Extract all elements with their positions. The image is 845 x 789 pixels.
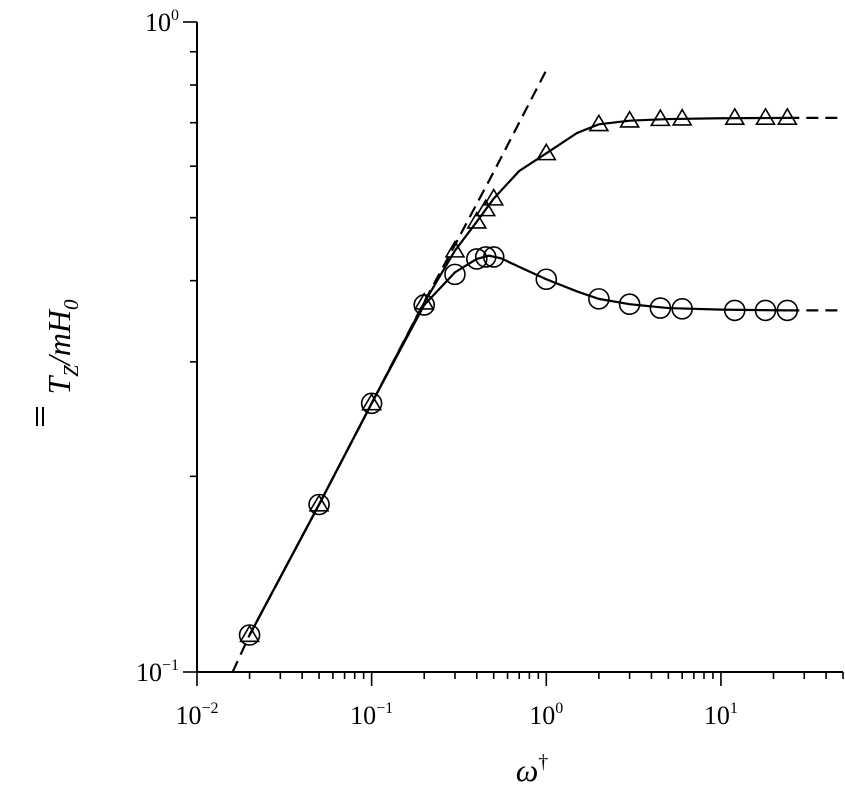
x-axis-title-sup: † [538,751,548,773]
circle-marker [360,392,383,415]
circle-marker [238,624,261,646]
circle-marker [723,299,746,322]
triangle-marker [588,113,610,132]
triangle-marker [755,107,776,125]
axes: 10−2 10−1 100 101 10−1 100 [136,7,844,730]
axis-labels: ω† TZ/mH0 [36,299,549,788]
y-axis-title-rest: /mH [41,308,77,367]
circle-marker [671,298,693,320]
circle-marker [482,246,505,268]
triangle-marker [535,142,557,161]
x-tick-label: 10−2 [175,700,218,730]
x-tick-label: 10−1 [350,700,393,730]
y-axis-title: TZ/mH0 [41,299,83,395]
circle-marker [465,248,488,270]
circle-marker [308,493,330,516]
triangle-marker [776,107,798,125]
triangle-marker [483,187,505,206]
x-tick-label: 101 [704,700,738,730]
y-axis-title-group: TZ/mH0 [36,299,83,426]
triangle-marker [724,107,746,125]
triangle-series-line [248,116,788,636]
triangle-marker [361,392,383,411]
circle-marker [413,294,436,316]
circle-marker [474,246,497,268]
y-axis-title-sub: Z [59,365,83,377]
y-axis-title-base: T [41,375,77,395]
triangle-marker [466,211,488,229]
triangle-marker [308,493,330,512]
y-tick-label: 10−1 [136,657,179,687]
x-axis-title-base: ω [516,752,539,788]
circle-marker [776,299,799,322]
circle-marker [618,293,641,315]
triangle-marker [671,108,693,126]
series-group [231,69,843,672]
circle-marker [535,268,558,291]
circle-marker [444,263,466,286]
circle-series-line [248,254,788,636]
y-axis-title-sub2: 0 [59,299,83,310]
circle-marker [649,297,672,319]
circle-marker [588,288,610,310]
plot-area [231,69,843,672]
triangle-marker [475,198,497,217]
triangle-marker [649,108,671,127]
x-axis-title: ω† [516,751,549,788]
triangle-marker [619,110,641,128]
circle-marker [754,299,777,322]
x-tick-label: 100 [529,700,563,730]
triangle-marker [444,239,466,258]
triangle-marker [239,624,260,643]
y-tick-label: 100 [145,7,179,37]
